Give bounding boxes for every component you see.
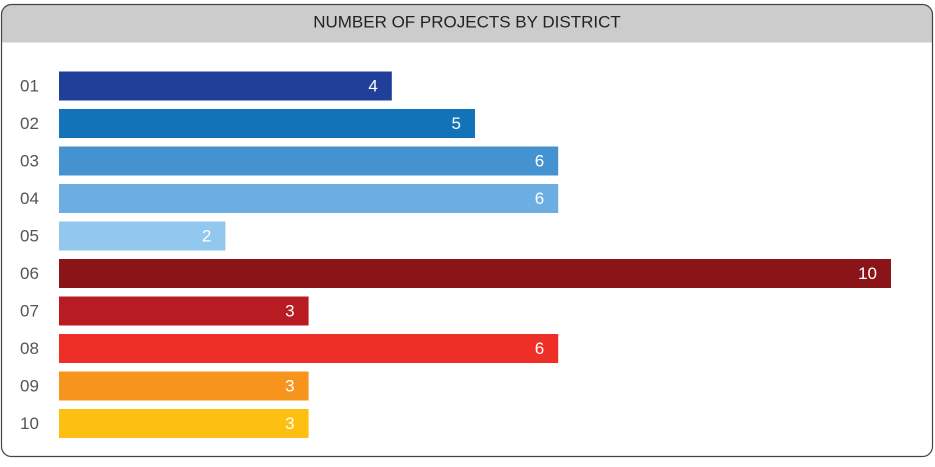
value-label: 3 (285, 301, 294, 320)
value-label: 3 (285, 376, 294, 395)
bar (59, 184, 559, 213)
category-label: 01 (20, 76, 39, 95)
value-label: 2 (202, 226, 211, 245)
category-label: 09 (20, 376, 39, 395)
bar (59, 71, 392, 101)
category-label: 03 (20, 151, 39, 170)
chart-title: NUMBER OF PROJECTS BY DISTRICT (313, 12, 621, 31)
bar (59, 146, 559, 176)
bar (59, 221, 226, 251)
value-label: 6 (535, 151, 544, 170)
value-label: 3 (285, 414, 294, 433)
bar (59, 409, 309, 438)
bar (59, 109, 475, 138)
value-label: 6 (535, 339, 544, 358)
category-label: 10 (20, 414, 39, 433)
bar (59, 334, 559, 363)
category-label: 02 (20, 114, 39, 133)
bar (59, 296, 309, 326)
category-label: 05 (20, 226, 39, 245)
value-label: 6 (535, 189, 544, 208)
value-label: 5 (452, 114, 461, 133)
panel-header (1, 4, 933, 43)
category-label: 04 (20, 189, 39, 208)
value-label: 4 (368, 76, 377, 95)
category-label: 08 (20, 339, 39, 358)
bar (59, 259, 891, 288)
value-label: 10 (858, 264, 877, 283)
category-label: 07 (20, 301, 39, 320)
bar (59, 371, 309, 401)
category-label: 06 (20, 264, 39, 283)
panel-border (0, 3, 934, 458)
